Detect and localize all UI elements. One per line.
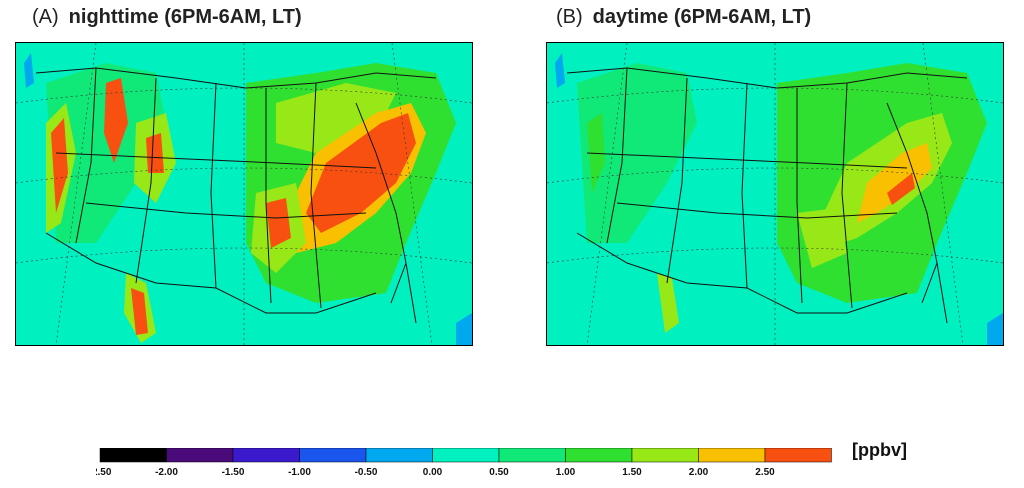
colorbar-bin: [432, 448, 500, 463]
colorbar-bin: [565, 448, 633, 463]
colorbar-bin: [365, 448, 433, 463]
colorbar-tick-label: -2.00: [155, 467, 178, 478]
colorbar-bin: [631, 448, 699, 463]
colorbar-tick-label: 1.50: [622, 467, 642, 478]
colorbar-bin: [99, 448, 167, 463]
map-panel-b: [546, 42, 1004, 346]
panel-a-label: (A) nighttime (6PM-6AM, LT): [32, 6, 302, 29]
colorbar-tick-label: 0.00: [423, 467, 443, 478]
colorbar-bin: [698, 448, 766, 463]
colorbar-tick-label: 2.50: [755, 467, 775, 478]
map-panel-a: [15, 42, 473, 346]
colorbar-tick-label: -1.00: [288, 467, 311, 478]
panel-b-label: (B) daytime (6PM-6AM, LT): [556, 6, 811, 29]
colorbar: -2.50 -2.00 -1.50 -1.00 -0.50 0.00 0.50 1.00 1.5…: [96, 448, 832, 478]
colorbar-bin: [232, 448, 300, 463]
colorbar-tick-label: -2.50: [96, 467, 112, 478]
colorbar-tick-label: -1.50: [222, 467, 245, 478]
colorbar-tick-label: -0.50: [355, 467, 378, 478]
panel-a-letter: (A): [32, 6, 59, 28]
colorbar-bin: [498, 448, 566, 463]
panel-a-title: nighttime (6PM-6AM, LT): [68, 6, 302, 28]
colorbar-bin: [764, 448, 832, 463]
colorbar-tick-label: 2.00: [689, 467, 709, 478]
map-a-svg: [16, 43, 472, 345]
colorbar-bin: [299, 448, 367, 463]
colorbar-bin: [166, 448, 234, 463]
colorbar-tick-label: 0.50: [489, 467, 509, 478]
colorbar-tick-label: 1.00: [556, 467, 576, 478]
panel-b-title: daytime (6PM-6AM, LT): [592, 6, 812, 28]
colorbar-unit: [ppbv]: [852, 440, 907, 460]
map-b-svg: [547, 43, 1003, 345]
panel-b-letter: (B): [556, 6, 583, 28]
